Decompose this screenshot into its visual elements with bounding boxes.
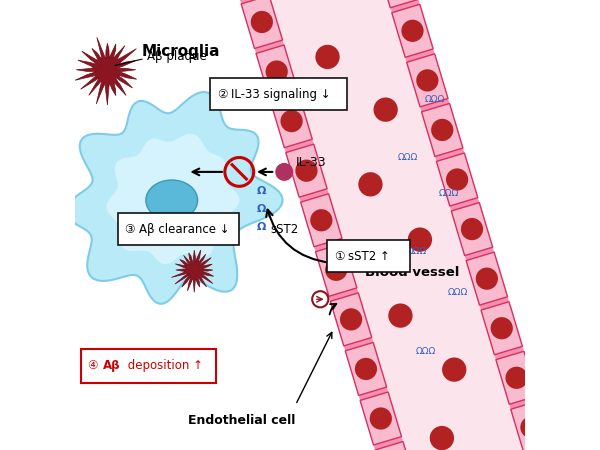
- Polygon shape: [345, 342, 386, 396]
- Text: ②: ②: [217, 88, 227, 100]
- Polygon shape: [422, 104, 463, 157]
- Circle shape: [355, 358, 377, 380]
- Circle shape: [491, 317, 513, 339]
- Text: Aβ: Aβ: [103, 359, 121, 372]
- Circle shape: [266, 60, 288, 83]
- Text: Ω: Ω: [257, 204, 266, 214]
- Text: IL-33: IL-33: [296, 157, 326, 169]
- Circle shape: [505, 367, 527, 389]
- Text: Microglia: Microglia: [142, 44, 220, 59]
- Circle shape: [373, 98, 398, 122]
- Polygon shape: [392, 4, 433, 57]
- FancyBboxPatch shape: [118, 213, 239, 245]
- Circle shape: [431, 119, 454, 141]
- Circle shape: [275, 163, 293, 181]
- Circle shape: [461, 218, 483, 240]
- Polygon shape: [208, 0, 585, 450]
- Circle shape: [295, 160, 317, 182]
- Polygon shape: [496, 351, 537, 404]
- Polygon shape: [481, 302, 523, 355]
- Circle shape: [442, 357, 466, 382]
- Text: ①: ①: [334, 250, 344, 262]
- FancyBboxPatch shape: [81, 349, 216, 382]
- Circle shape: [446, 168, 468, 191]
- Polygon shape: [375, 441, 416, 450]
- Circle shape: [520, 416, 542, 438]
- Circle shape: [416, 69, 439, 91]
- Circle shape: [408, 228, 432, 252]
- Polygon shape: [451, 202, 493, 256]
- Circle shape: [310, 209, 332, 231]
- Text: ΩΩΩ: ΩΩΩ: [407, 248, 427, 256]
- Text: Endothelial cell: Endothelial cell: [188, 414, 295, 427]
- Text: ΩΩΩ: ΩΩΩ: [425, 94, 445, 104]
- Circle shape: [401, 20, 424, 42]
- Polygon shape: [407, 54, 448, 107]
- Polygon shape: [106, 134, 239, 264]
- Polygon shape: [436, 153, 478, 206]
- Circle shape: [316, 45, 340, 69]
- Polygon shape: [271, 94, 312, 148]
- Text: ③: ③: [125, 223, 135, 235]
- Circle shape: [476, 268, 498, 290]
- Polygon shape: [75, 37, 137, 105]
- Polygon shape: [377, 0, 418, 8]
- Text: Aβ plaque: Aβ plaque: [147, 50, 207, 63]
- Circle shape: [340, 308, 362, 330]
- Polygon shape: [256, 45, 298, 98]
- Polygon shape: [466, 252, 508, 305]
- Text: ΩΩΩ: ΩΩΩ: [398, 153, 418, 162]
- Circle shape: [430, 426, 454, 450]
- Polygon shape: [66, 92, 283, 304]
- Polygon shape: [360, 392, 401, 445]
- Text: Blood vessel: Blood vessel: [365, 266, 460, 279]
- Text: sST2 ↑: sST2 ↑: [348, 250, 390, 262]
- FancyBboxPatch shape: [327, 240, 410, 272]
- FancyBboxPatch shape: [210, 78, 347, 110]
- Text: Ω: Ω: [257, 186, 266, 196]
- Circle shape: [280, 110, 303, 132]
- Circle shape: [358, 172, 383, 197]
- Text: ΩΩΩ: ΩΩΩ: [439, 189, 458, 198]
- Circle shape: [325, 259, 347, 281]
- Text: deposition ↑: deposition ↑: [124, 359, 203, 372]
- Text: ④: ④: [88, 359, 98, 372]
- Polygon shape: [331, 293, 372, 346]
- Text: Aβ clearance ↓: Aβ clearance ↓: [139, 223, 230, 235]
- Text: ΩΩΩ: ΩΩΩ: [416, 346, 436, 356]
- Text: Ω: Ω: [257, 222, 266, 232]
- Polygon shape: [301, 194, 342, 247]
- Polygon shape: [236, 0, 557, 450]
- Text: ΩΩΩ: ΩΩΩ: [448, 288, 467, 297]
- Ellipse shape: [146, 180, 197, 220]
- Circle shape: [388, 303, 413, 328]
- Circle shape: [370, 407, 392, 430]
- Text: sST2: sST2: [271, 223, 299, 236]
- Polygon shape: [316, 243, 357, 296]
- Polygon shape: [511, 401, 552, 450]
- Circle shape: [251, 11, 273, 33]
- Polygon shape: [286, 144, 327, 197]
- Text: IL-33 signaling ↓: IL-33 signaling ↓: [231, 88, 331, 100]
- Polygon shape: [172, 250, 214, 292]
- Polygon shape: [241, 0, 283, 49]
